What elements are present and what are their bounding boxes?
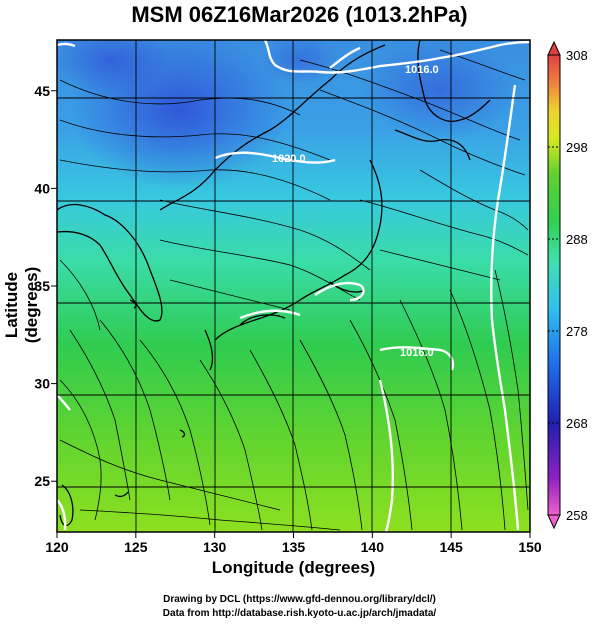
x-tick-label: 140 — [361, 539, 385, 555]
x-tick-label: 130 — [203, 539, 227, 555]
x-tick-label: 125 — [124, 539, 148, 555]
x-tick-label: 135 — [282, 539, 306, 555]
coastlines — [57, 40, 491, 527]
grid-lines — [57, 40, 530, 532]
y-axis-ticks: 25 30 35 40 45 — [34, 83, 57, 489]
x-tick-label: 150 — [518, 539, 542, 555]
y-tick-label: 45 — [34, 83, 50, 99]
colorbar-tick-label: 308 — [566, 48, 588, 63]
colorbar-tick-label: 278 — [566, 324, 588, 339]
colorbar-tick-label: 298 — [566, 140, 588, 155]
x-axis-label: Longitude (degrees) — [211, 558, 376, 577]
colorbar-tick-label: 268 — [566, 416, 588, 431]
footer-data-source-line: Data from http://database.rish.kyoto-u.a… — [162, 608, 437, 619]
y-tick-label: 30 — [34, 376, 50, 392]
y-tick-label: 40 — [34, 180, 50, 196]
footer-credit-line: Drawing by DCL (https://www.gfd-dennou.o… — [163, 594, 436, 605]
y-tick-label: 35 — [34, 278, 50, 294]
isobar-label: 1020.0 — [272, 153, 306, 165]
isobar-label: 1016.0 — [400, 347, 434, 359]
x-tick-label: 145 — [439, 539, 463, 555]
y-tick-label: 25 — [34, 473, 50, 489]
x-axis-ticks: 120 125 130 135 140 145 150 — [45, 532, 542, 555]
isobars — [57, 40, 530, 532]
y-axis-label: Latitude (degrees) — [2, 266, 41, 344]
x-tick-label: 120 — [45, 539, 69, 555]
wind-streamlines — [59, 49, 529, 531]
colorbar-tick-label: 288 — [566, 232, 588, 247]
isobar-label: 1016.0 — [405, 64, 439, 76]
map-title: MSM 06Z16Mar2026 (1013.2hPa) — [131, 2, 468, 27]
isobar-labels: 1016.0 1020.0 1016.0 — [272, 64, 439, 359]
colorbar-tick-label: 258 — [566, 508, 588, 523]
colorbar: 308 298 288 278 268 258 — [547, 40, 588, 530]
